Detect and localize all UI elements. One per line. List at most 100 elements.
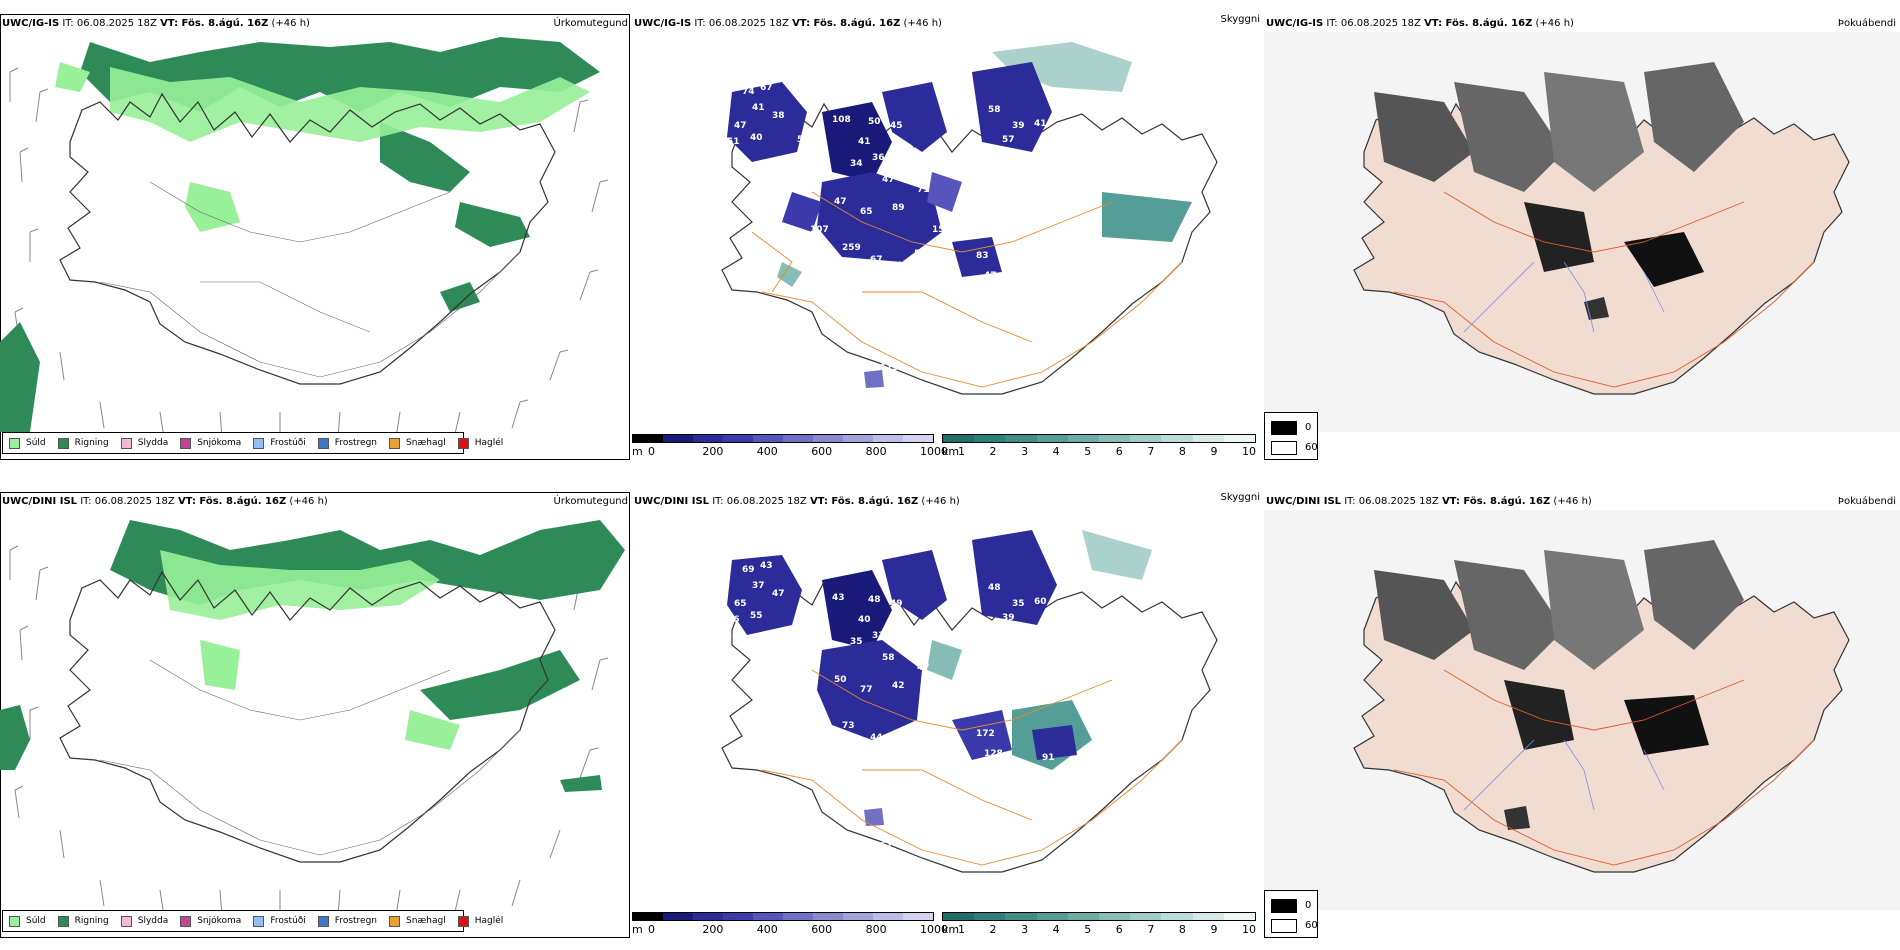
- cloud-base-value: 40: [732, 631, 745, 641]
- colorbar-segment: [873, 913, 903, 920]
- colorbar-segment: [974, 435, 1006, 442]
- colorbar-segment: [783, 913, 813, 920]
- legend-item-haglel: Haglél: [457, 915, 503, 927]
- cloud-base-value: 53: [797, 135, 810, 145]
- model-name: UWC/IG-IS: [2, 18, 60, 29]
- cloud-base-value: 50: [1044, 165, 1057, 175]
- cloud-base-value: 39: [770, 163, 783, 173]
- colorbar-tick-label: 3: [1021, 923, 1029, 936]
- cloud-base-value: 54: [914, 249, 927, 259]
- colorbar-tick-label: 600: [811, 445, 833, 458]
- cloud-base-value: 73: [842, 721, 855, 731]
- panel-title: Skyggni: [1220, 14, 1260, 25]
- cloud-base-value: 37: [752, 581, 765, 591]
- rivers: [1463, 261, 1665, 333]
- colorbar-segment: [903, 435, 933, 442]
- colorbar-segment: [633, 913, 663, 920]
- init-time: IT: 06.08.2025 18Z: [694, 18, 789, 29]
- legend-item-frostudi: Frostúði: [253, 437, 306, 449]
- roads: [1393, 191, 1815, 388]
- colorbar-tick-label: 0: [648, 923, 655, 936]
- cloud-base-value: 26: [727, 615, 740, 625]
- cloud-base-value: 45: [858, 281, 871, 291]
- panel-header: UWC/IG-IS IT: 06.08.2025 18Z VT: Fös. 8.…: [2, 18, 310, 29]
- colorbar-segment: [1161, 913, 1193, 920]
- cloud-base-value: 47: [772, 589, 785, 599]
- colorbar-segment: [1161, 435, 1193, 442]
- precip-map: [0, 520, 625, 910]
- colorbar-tick-label: 4: [1052, 923, 1060, 936]
- cloud-base-value: 38: [772, 111, 785, 121]
- colorbar-segment: [1005, 913, 1037, 920]
- valid-time: VT: Fös. 8.ágú. 16Z: [160, 18, 269, 29]
- precip-type-panel: UWC/DINI ISL IT: 06.08.2025 18Z VT: Fös.…: [0, 478, 632, 948]
- colorbar-segment: [723, 913, 753, 920]
- colorbar-tick-label: 9: [1210, 445, 1218, 458]
- colorbars: m 0 200 400 600 800 1000 km 1 2 3 4 5 6 7 8 9 10: [632, 912, 1264, 938]
- legend-label: Slydda: [137, 916, 169, 926]
- cloud-base-value: 51: [727, 137, 740, 147]
- legend-item-slydda: Slydda: [120, 437, 169, 449]
- cloud-base-value: 78: [890, 739, 903, 749]
- fog-index-panel: UWC/IG-IS IT: 06.08.2025 18Z VT: Fös. 8.…: [1264, 0, 1900, 470]
- colorbar-segment: [783, 435, 813, 442]
- cloud-visibility-panel: UWC/DINI ISL IT: 06.08.2025 18Z VT: Fös.…: [632, 478, 1264, 948]
- legend-label: Rigning: [74, 916, 109, 926]
- colorbar-tick-label: 5: [1084, 445, 1092, 458]
- legend-item-snaehagl: Snæhagl: [389, 437, 446, 449]
- colorbar-tick-label: 1: [958, 923, 965, 936]
- colorbar-tick-label: 0: [648, 445, 655, 458]
- cloud-base-value: 259: [842, 243, 861, 253]
- legend-swatch: [389, 437, 401, 449]
- colorbar-tick-label: 8: [1178, 445, 1186, 458]
- colorbar-segment: [1067, 435, 1100, 442]
- rain-areas: [0, 37, 600, 432]
- precip-map: [0, 37, 609, 432]
- colorbar-tick-label: 10: [1242, 923, 1256, 936]
- colorbar-segment: [1005, 435, 1037, 442]
- colorbar-segment: [693, 913, 723, 920]
- wind-barbs: [9, 67, 609, 432]
- fog-shading: [1374, 540, 1744, 830]
- colorbar-segment: [723, 435, 753, 442]
- legend-swatch: [120, 915, 132, 927]
- legend-label: Slydda: [137, 438, 169, 448]
- panel-header: UWC/DINI ISL IT: 06.08.2025 18Z VT: Fös.…: [2, 496, 328, 507]
- colorbar-tick-label: 400: [756, 923, 778, 936]
- legend-label: Rigning: [74, 438, 109, 448]
- visibility-colorbar: [942, 434, 1256, 443]
- fog-legend: 0 60: [1264, 890, 1318, 938]
- cloud-base-value: 115: [880, 363, 899, 373]
- cloud-base-value: 91: [1042, 753, 1055, 763]
- precip-legend: Súld Rigning Slydda Snjókoma Frostúði Fr…: [2, 910, 503, 932]
- colorbar-tick-label: 9: [1210, 923, 1218, 936]
- colorbar-segment: [903, 913, 933, 920]
- fog-map: [1264, 510, 1900, 910]
- colorbar-segment: [1192, 913, 1224, 920]
- legend-swatch: [457, 437, 469, 449]
- cloud-base-value: 57: [1002, 135, 1015, 145]
- colorbar-segment: [693, 435, 723, 442]
- valid-time: VT: Fös. 8.ágú. 16Z: [809, 496, 919, 507]
- panel-header: UWC/DINI ISL IT: 06.08.2025 18Z VT: Fös.…: [634, 496, 960, 507]
- cloudbase-unit: m: [632, 923, 643, 936]
- cloud-base-value: 88: [797, 613, 810, 623]
- legend-swatch-black: [1271, 899, 1297, 913]
- lead-time: (+46 h): [289, 496, 328, 507]
- legend-label: Frostregn: [334, 438, 378, 448]
- fog-shading: [1374, 62, 1744, 320]
- cloud-base-value: 69: [1026, 157, 1039, 167]
- cloud-base-value: 50: [868, 117, 881, 127]
- cloud-visibility-panel: UWC/IG-IS IT: 06.08.2025 18Z VT: Fös. 8.…: [632, 0, 1264, 470]
- cloud-base-value: 58: [988, 105, 1001, 115]
- model-name: UWC/IG-IS: [1266, 18, 1324, 29]
- cloud-base-value: 47: [882, 175, 895, 185]
- colorbar-segment: [813, 435, 843, 442]
- legend-item-snjokoma: Snjókoma: [180, 437, 241, 449]
- model-name: UWC/DINI ISL: [2, 496, 78, 507]
- legend-label: Snæhagl: [406, 438, 446, 448]
- cloud-base-value: 34: [850, 159, 863, 169]
- colorbar-segment: [873, 435, 903, 442]
- cloud-base-value: 45: [1026, 635, 1039, 645]
